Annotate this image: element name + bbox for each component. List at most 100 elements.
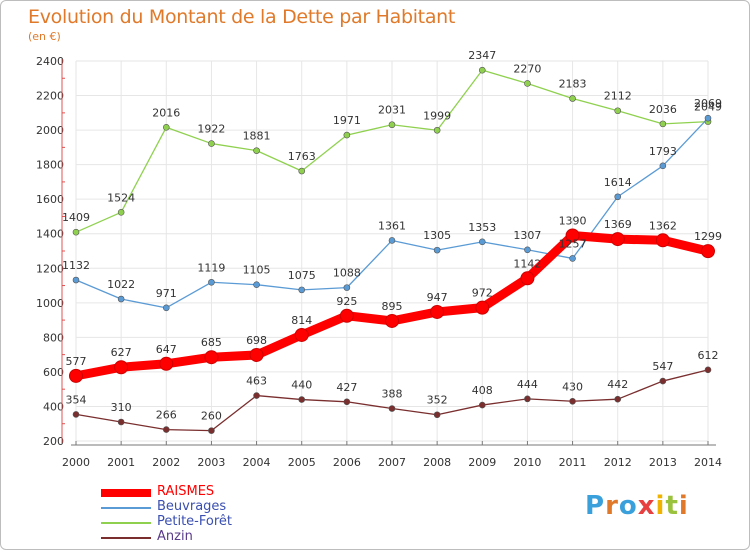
value-labels: 354 310 266 260 463 440 427 388 352 408 444 430 442 5… (62, 49, 722, 422)
logo-letter: P (585, 491, 606, 521)
data-label-beuvrages: 1132 (62, 259, 90, 272)
x-tick-label: 2013 (649, 456, 677, 469)
data-point-raismes (204, 350, 219, 365)
data-point-raismes (565, 228, 580, 243)
data-label-petite-for-t: 1763 (288, 150, 316, 163)
data-point-raismes (610, 232, 625, 247)
legend: RAISMES Beuvrages Petite-Forêt Anzin (101, 484, 321, 546)
data-point-anzin (298, 396, 306, 403)
data-label-petite-for-t: 2112 (604, 90, 632, 103)
data-point-beuvrages (614, 193, 622, 201)
data-label-petite-for-t: 1999 (423, 109, 451, 122)
x-tick-label: 2002 (152, 456, 180, 469)
logo-letter: r (605, 491, 619, 521)
data-label-beuvrages: 1022 (107, 278, 135, 291)
data-label-anzin: 352 (427, 394, 448, 407)
data-point-raismes (294, 327, 309, 342)
data-label-beuvrages: 1305 (423, 229, 451, 242)
data-label-beuvrages: 1361 (378, 219, 406, 232)
x-tick-label: 2008 (423, 456, 451, 469)
data-point-beuvrages (524, 246, 531, 254)
data-point-petite-for-t (162, 124, 170, 131)
legend-item: Beuvrages (101, 499, 321, 516)
data-label-petite-for-t: 2270 (513, 62, 541, 75)
data-label-beuvrages: 1257 (559, 237, 587, 250)
data-label-beuvrages: 1119 (197, 261, 225, 274)
data-point-petite-for-t (253, 147, 260, 154)
data-label-raismes: 627 (111, 346, 132, 359)
data-point-petite-for-t (72, 228, 80, 236)
data-label-raismes: 814 (291, 314, 312, 327)
data-point-beuvrages (208, 278, 215, 286)
series-points (69, 66, 715, 434)
data-point-anzin (208, 427, 215, 434)
axes: 200 400 600 800 1000 1200 1400 1600 1800 2000 2200… (36, 55, 722, 469)
data-point-beuvrages (704, 114, 712, 122)
data-point-petite-for-t (433, 126, 441, 134)
y-tick-label: 600 (43, 366, 64, 379)
data-point-raismes (159, 356, 174, 371)
data-point-anzin (162, 426, 170, 433)
chart-subtitle: (en €) (28, 30, 61, 43)
x-tick-label: 2004 (243, 456, 271, 469)
data-point-petite-for-t (298, 167, 306, 175)
data-point-beuvrages (433, 246, 441, 254)
data-point-anzin (433, 411, 441, 419)
data-label-beuvrages: 1307 (513, 229, 541, 242)
data-label-beuvrages: 1614 (604, 176, 632, 189)
data-point-anzin (478, 401, 486, 409)
data-point-petite-for-t (478, 66, 486, 74)
data-point-raismes (69, 368, 83, 383)
logo-letter: x (637, 491, 656, 521)
y-tick-label: 2400 (36, 55, 64, 68)
x-tick-label: 2012 (604, 456, 632, 469)
y-tick-label: 400 (43, 400, 64, 413)
data-label-beuvrages: 1793 (649, 145, 677, 158)
data-point-raismes (520, 271, 535, 286)
logo-letter: o (618, 491, 638, 521)
logo-letter: t (665, 491, 679, 521)
data-label-petite-for-t: 1524 (107, 191, 135, 204)
data-label-anzin: 444 (517, 378, 538, 391)
data-label-petite-for-t: 2183 (559, 77, 587, 90)
data-label-raismes: 895 (382, 300, 403, 313)
data-label-anzin: 547 (652, 360, 673, 373)
x-tick-label: 2011 (559, 456, 587, 469)
y-tick-label: 2200 (36, 90, 64, 103)
x-tick-label: 2005 (288, 456, 316, 469)
data-label-raismes: 1142 (513, 257, 541, 270)
data-point-anzin (117, 418, 125, 426)
data-label-beuvrages: 971 (156, 287, 177, 300)
data-point-anzin (569, 397, 576, 405)
data-point-beuvrages (162, 304, 170, 312)
data-point-raismes (385, 313, 399, 328)
data-point-raismes (430, 304, 445, 319)
data-label-anzin: 442 (607, 378, 628, 391)
data-label-raismes: 685 (201, 336, 222, 349)
data-point-beuvrages (388, 237, 396, 244)
x-tick-label: 2000 (62, 456, 90, 469)
data-point-petite-for-t (388, 121, 396, 129)
y-tick-label: 1800 (36, 159, 64, 172)
logo-letter: i (655, 491, 666, 521)
y-tick-label: 1200 (36, 262, 64, 275)
data-label-raismes: 947 (427, 291, 448, 304)
legend-label: Anzin (157, 529, 193, 544)
data-label-petite-for-t: 1971 (333, 114, 361, 127)
data-label-beuvrages: 1075 (288, 269, 316, 282)
data-point-petite-for-t (524, 80, 531, 87)
data-label-petite-for-t: 2347 (468, 49, 496, 62)
data-point-raismes (475, 300, 490, 315)
data-label-anzin: 612 (698, 349, 719, 362)
data-point-anzin (659, 377, 667, 385)
y-tick-label: 200 (43, 435, 64, 448)
data-label-raismes: 1299 (694, 230, 722, 243)
legend-label: RAISMES (157, 484, 215, 499)
data-point-beuvrages (478, 238, 486, 246)
legend-item: RAISMES (101, 484, 321, 501)
logo-letter: i (678, 491, 689, 521)
data-label-raismes: 972 (472, 287, 493, 300)
data-label-anzin: 440 (291, 379, 312, 392)
data-point-anzin (388, 405, 396, 412)
